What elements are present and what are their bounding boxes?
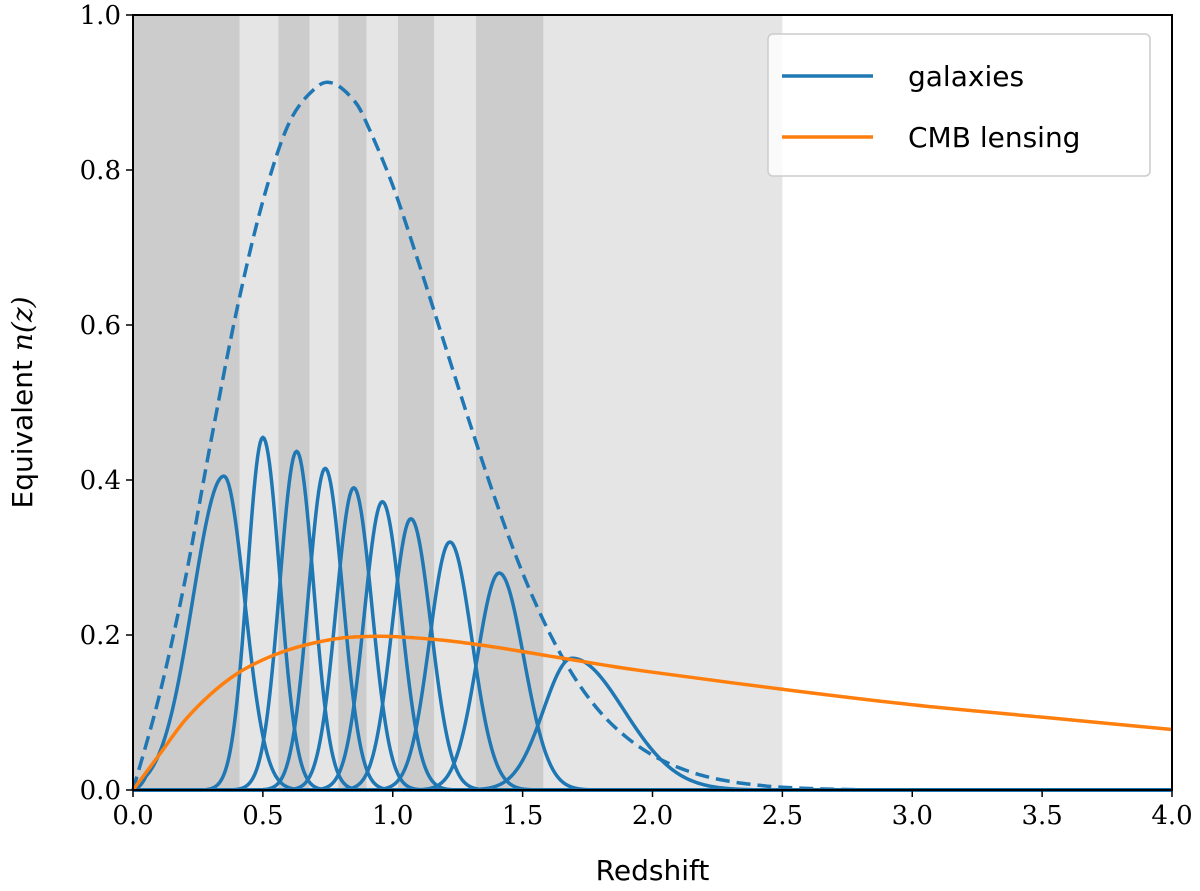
x-tick-label: 3.5 [1021, 801, 1062, 831]
y-tick-label: 1.0 [80, 1, 121, 31]
x-tick-label: 0.5 [242, 801, 283, 831]
redshift-bin-band-4 [309, 15, 339, 790]
x-axis-ticks: 0.0 0.5 1.0 1.5 2.0 2.5 3.0 3.5 4.0 [112, 790, 1193, 831]
y-tick-label: 0.0 [80, 776, 121, 806]
x-tick-label: 0.0 [112, 801, 153, 831]
galaxies-total-dashed-curve [131, 80, 1173, 792]
y-tick-label: 0.2 [80, 621, 121, 651]
x-tick-label: 4.0 [1151, 801, 1192, 831]
redshift-bin-band-6 [366, 15, 398, 790]
cmb-lensing-curve [131, 634, 1173, 792]
legend: galaxies CMB lensing [767, 33, 1151, 177]
redshift-bin-band-3 [278, 15, 310, 790]
x-axis-label: Redshift [596, 854, 710, 887]
redshift-bin-band-8 [434, 15, 476, 790]
y-axis-label-text: Equivalent [6, 351, 39, 508]
redshift-bin-band-9 [475, 15, 544, 790]
redshift-bin-band-5 [338, 15, 367, 790]
y-tick-label: 0.6 [80, 311, 121, 341]
y-axis-label-math: n(z) [6, 297, 39, 352]
y-tick-label: 0.4 [80, 466, 121, 496]
x-tick-label: 1.5 [502, 801, 543, 831]
y-axis-ticks: 0.0 0.2 0.4 0.6 0.8 1.0 [80, 1, 133, 806]
legend-label-cmb-lensing: CMB lensing [908, 121, 1080, 154]
x-tick-label: 2.0 [632, 801, 673, 831]
redshift-bin-band-7 [397, 15, 435, 790]
x-tick-label: 1.0 [372, 801, 413, 831]
redshift-bin-band-1 [133, 15, 240, 790]
redshift-bin-bands [133, 15, 783, 790]
legend-box [767, 33, 1151, 177]
x-tick-label: 3.0 [892, 801, 933, 831]
y-axis-label: Equivalent n(z) [6, 297, 39, 509]
y-tick-label: 0.8 [80, 156, 121, 186]
x-tick-label: 2.5 [762, 801, 803, 831]
legend-label-galaxies: galaxies [908, 60, 1024, 93]
